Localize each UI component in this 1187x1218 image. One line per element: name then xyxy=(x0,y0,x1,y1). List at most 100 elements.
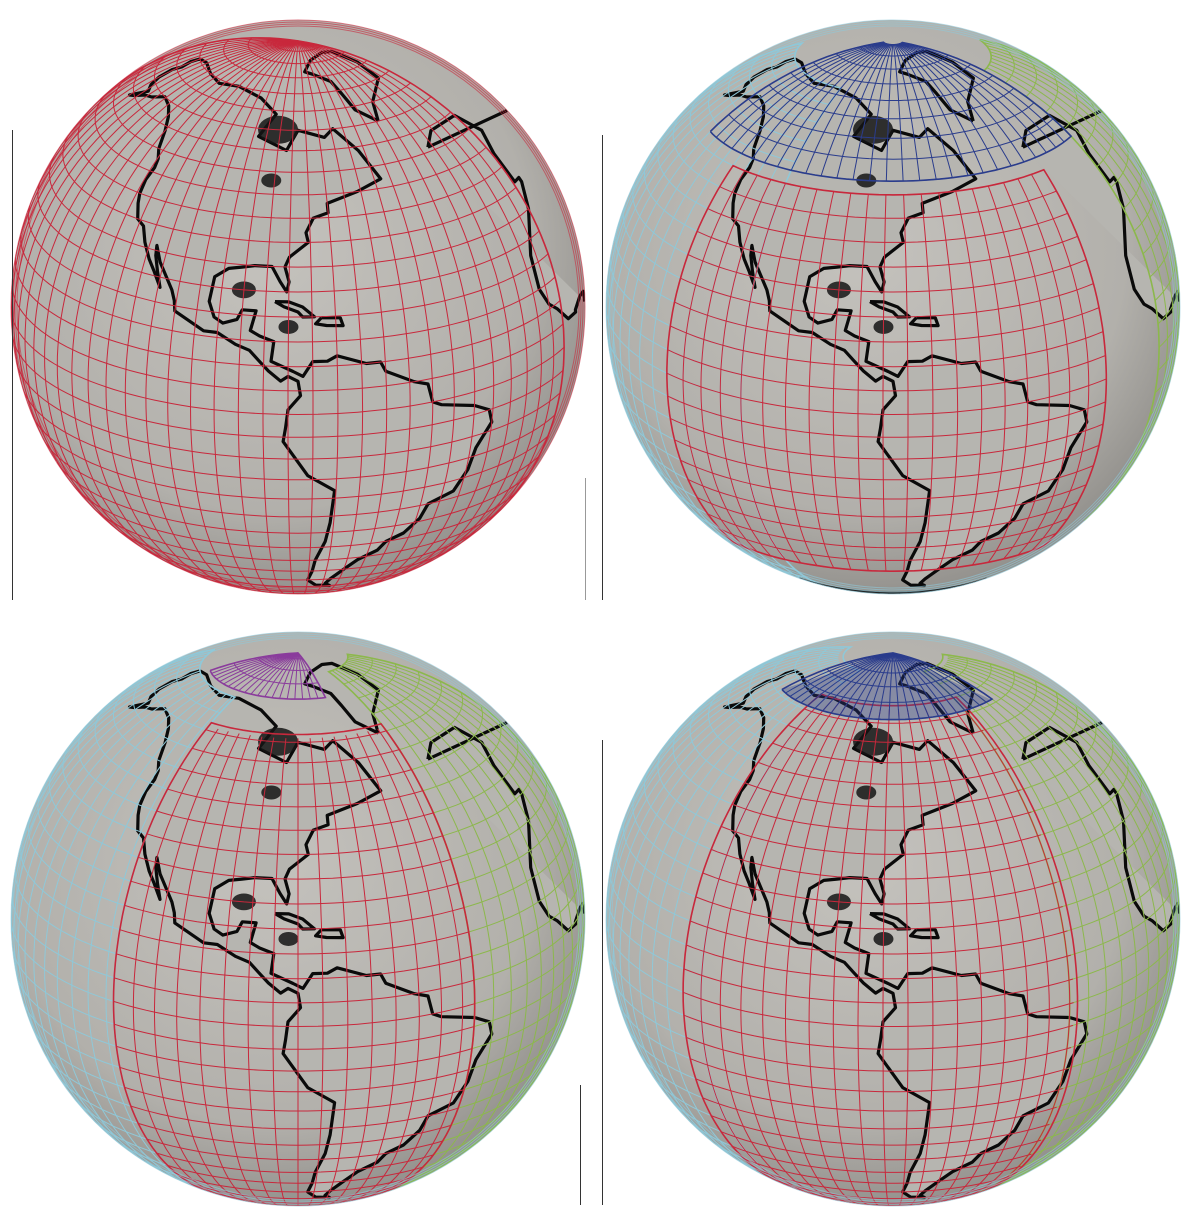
globe-limb-ring xyxy=(609,635,1177,1203)
grid-longitude-line xyxy=(882,194,887,572)
dark-water-patch xyxy=(261,173,282,188)
grid-latitude-line xyxy=(48,151,529,268)
grid-longitude-line xyxy=(213,40,299,593)
grid-latitude-line xyxy=(720,1131,1042,1161)
grid-longitude-line xyxy=(11,40,298,295)
grid-longitude-line xyxy=(955,190,983,568)
grid-longitude-line xyxy=(895,44,953,178)
grid-longitude-line xyxy=(892,652,930,718)
grid-longitude-line xyxy=(836,44,891,179)
grid-latitude-line xyxy=(690,920,1068,955)
grid-longitude-line xyxy=(17,40,299,462)
grid-longitude-line xyxy=(858,652,894,718)
grid-longitude-line xyxy=(619,663,842,1113)
grid-longitude-line xyxy=(189,40,299,592)
grid-latitude-line xyxy=(132,667,193,749)
grid-longitude-line xyxy=(337,667,528,1177)
grid-longitude-line xyxy=(307,738,324,1206)
grid-longitude-line xyxy=(297,652,319,699)
grid-latitude-line xyxy=(1149,227,1171,278)
grid-latitude-line xyxy=(176,653,221,714)
grid-longitude-line xyxy=(71,40,299,569)
grid-longitude-line xyxy=(723,42,885,144)
grid-longitude-line xyxy=(326,736,373,1205)
globe-limb-ring xyxy=(10,631,586,1207)
grid-longitude-line xyxy=(345,733,420,1203)
grid-longitude-line xyxy=(11,670,201,971)
grid-longitude-line xyxy=(105,40,299,580)
grid-latitude-line xyxy=(77,107,503,219)
panel-divider xyxy=(585,478,586,600)
dark-water-patch xyxy=(278,931,299,946)
grid-latitude-line xyxy=(757,761,1010,785)
grid-latitude-line xyxy=(686,944,1072,980)
grid-blue xyxy=(781,652,994,721)
grid-longitude-line xyxy=(955,700,1071,1196)
grid-longitude-line xyxy=(606,656,839,902)
grid-longitude-line xyxy=(199,735,260,1204)
globe-panel-top-left xyxy=(0,0,590,605)
grid-longitude-line xyxy=(272,738,289,1206)
grid-longitude-line xyxy=(297,40,411,591)
grid-longitude-line xyxy=(24,679,205,1110)
grid-longitude-line xyxy=(666,669,851,1179)
grid-longitude-line xyxy=(924,707,983,1205)
grid-longitude-line xyxy=(920,194,934,571)
grid-latitude-line xyxy=(686,1036,1072,1072)
grid-longitude-line xyxy=(822,652,894,712)
grid-latitude-line xyxy=(695,896,1063,930)
grid-latitude-line xyxy=(1045,1074,1135,1126)
grid-longitude-line xyxy=(741,42,886,154)
grid-longitude-line xyxy=(167,40,299,590)
grid-latitude-line xyxy=(21,386,556,481)
grid-longitude-line xyxy=(124,40,299,585)
grid-latitude-line xyxy=(468,839,576,933)
grid-longitude-line xyxy=(105,695,233,1192)
grid-longitude-line xyxy=(297,40,314,594)
grid-longitude-line xyxy=(297,40,512,574)
grid-longitude-line xyxy=(888,652,894,720)
grid-longitude-line xyxy=(893,44,921,181)
grid-longitude-line xyxy=(785,189,818,566)
grid-longitude-line xyxy=(947,656,1179,891)
grid-longitude-line xyxy=(608,61,796,413)
grid-latitude-line xyxy=(672,719,747,810)
grid-longitude-line xyxy=(87,693,227,1187)
grid-longitude-line xyxy=(345,661,574,1108)
grid-longitude-line xyxy=(990,57,1180,339)
grid-longitude-line xyxy=(930,672,1090,1191)
grid-longitude-line xyxy=(892,652,920,719)
grid-longitude-line xyxy=(297,40,339,594)
grid-latitude-line xyxy=(15,360,561,460)
grid-longitude-line xyxy=(936,669,1123,1178)
land-layer xyxy=(127,661,585,1200)
grid-longitude-line xyxy=(264,652,299,697)
grid-latitude-line xyxy=(27,201,549,318)
grid-longitude-line xyxy=(740,183,786,560)
grid-longitude-line xyxy=(297,652,311,699)
grid-longitude-line xyxy=(892,652,940,717)
grid-longitude-line xyxy=(832,708,873,1206)
grid-longitude-line xyxy=(897,44,984,173)
grid-longitude-line xyxy=(271,652,299,698)
grid-longitude-line xyxy=(948,702,1050,1199)
grid-longitude-line xyxy=(336,735,397,1204)
coastline xyxy=(426,109,585,321)
grid-latitude-line xyxy=(690,1058,1068,1093)
grid-longitude-line xyxy=(297,40,434,590)
grid-longitude-line xyxy=(232,652,299,690)
grid-patch-border xyxy=(209,652,327,700)
grid-longitude-line xyxy=(945,663,1168,1105)
grid-longitude-line xyxy=(898,43,999,170)
globe-panel-bottom-right xyxy=(595,612,1185,1217)
grid-longitude-line xyxy=(915,707,959,1206)
grid-longitude-line xyxy=(213,652,299,677)
grid-longitude-line xyxy=(906,708,934,1206)
globe-limb-ring xyxy=(12,633,584,1205)
grid-longitude-line xyxy=(932,705,1006,1204)
grid-longitude-line xyxy=(990,60,1179,402)
grid-latitude-line xyxy=(41,436,540,518)
grid-longitude-line xyxy=(11,40,299,359)
grid-longitude-line xyxy=(651,668,848,1172)
dark-water-patch xyxy=(853,115,894,144)
